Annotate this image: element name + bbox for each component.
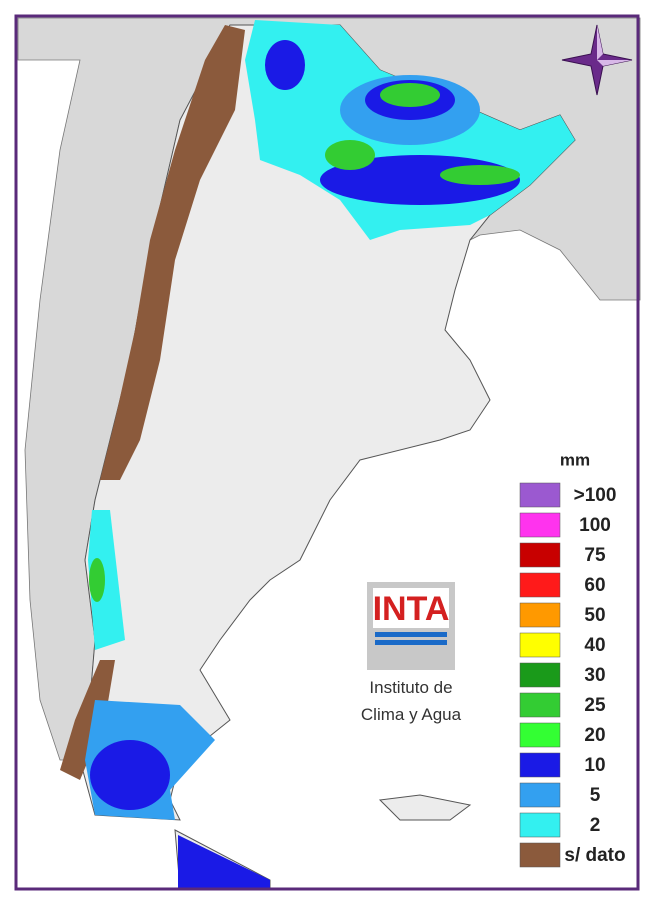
legend-swatch [519,632,561,658]
legend-label: >100 [574,485,617,506]
legend-label: 25 [584,695,606,716]
legend-swatch [519,782,561,808]
legend-swatch [519,512,561,538]
legend-title: mm [560,450,590,469]
legend-label: 5 [590,785,601,806]
legend: >100 100 75 60 50 40 30 25 20 10 5 2 s/ dato [519,482,626,868]
legend-label: 2 [590,815,601,836]
rain-area [89,558,105,602]
legend-label: 30 [584,665,605,686]
no-data-area [60,660,115,780]
islands [378,794,472,821]
legend-swatch [519,572,561,598]
rain-area [88,510,125,650]
logo-text: INTA [373,590,450,628]
compass-rose [561,24,633,96]
logo-caption: Clima y Agua [361,705,462,724]
legend-label: 60 [584,575,605,596]
legend-swatch [519,602,561,628]
legend-swatch [519,842,561,868]
legend-swatch [519,482,561,508]
logo-line [375,640,447,645]
no-data-area [100,25,245,480]
legend-swatch [519,692,561,718]
rain-area [90,740,170,810]
legend-label: 20 [584,725,605,746]
rain-area [265,40,305,90]
legend-label: 40 [584,635,605,656]
legend-swatch [519,662,561,688]
frame [14,14,640,891]
legend-label: 100 [579,515,611,536]
legend-swatch [519,722,561,748]
legend-label: 50 [584,605,605,626]
rain-area [178,835,270,888]
logo-box [373,588,449,628]
logo-line [375,632,447,637]
logo-caption: Instituto de [369,678,452,697]
legend-label: 75 [584,545,606,566]
rain-area [380,83,440,107]
legend-swatch [519,812,561,838]
legend-swatch [519,542,561,568]
legend-swatch [519,752,561,778]
legend-label: 10 [584,755,605,776]
rain-area [440,165,520,185]
rain-area [325,140,375,170]
legend-label: s/ dato [564,845,625,866]
